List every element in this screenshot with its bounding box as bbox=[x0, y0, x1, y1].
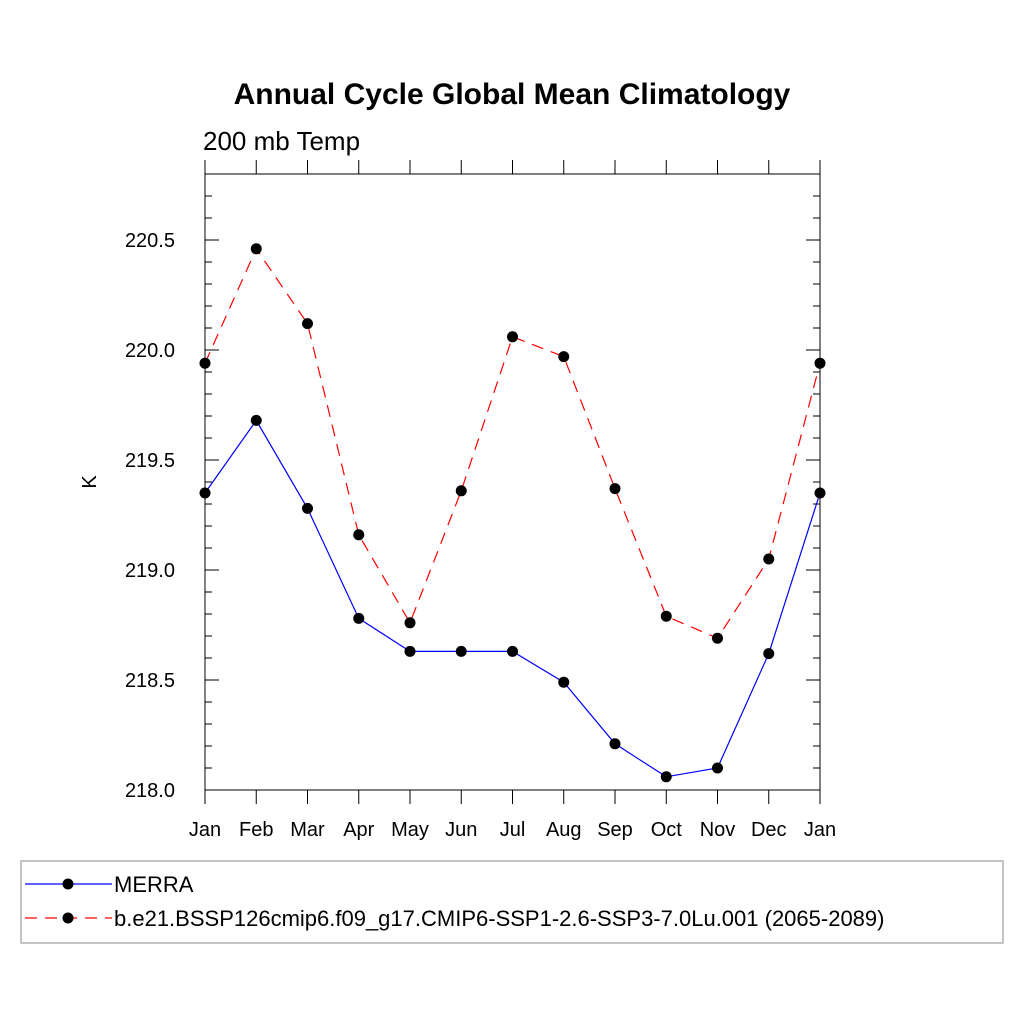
data-point bbox=[814, 357, 826, 369]
series-layer bbox=[199, 243, 826, 783]
data-point bbox=[455, 645, 467, 657]
y-tick-label: 220.5 bbox=[125, 230, 175, 252]
data-point bbox=[250, 243, 262, 255]
data-point bbox=[507, 645, 518, 657]
x-tick-label: Nov bbox=[700, 819, 736, 841]
y-tick-label: 218.0 bbox=[125, 780, 175, 802]
x-tick-label: Jul bbox=[500, 819, 526, 841]
data-point bbox=[660, 771, 672, 783]
chart-title: Annual Cycle Global Mean Climatology bbox=[234, 78, 791, 111]
x-tick-label: Jan bbox=[804, 819, 836, 841]
x-tick-label: Oct bbox=[651, 819, 683, 841]
x-tick-label: Dec bbox=[751, 819, 787, 841]
y-tick-label: 220.0 bbox=[125, 340, 175, 362]
data-point bbox=[353, 529, 365, 541]
x-tick-label: Aug bbox=[546, 819, 582, 841]
data-point bbox=[353, 612, 365, 624]
legend-box bbox=[20, 860, 1004, 944]
x-tick-label: Mar bbox=[290, 819, 325, 841]
x-tick-label: Jun bbox=[445, 819, 477, 841]
y-tick-label: 219.5 bbox=[125, 450, 175, 472]
data-point bbox=[558, 676, 570, 688]
series-line bbox=[204, 419, 821, 778]
data-point bbox=[199, 487, 211, 499]
y-axis-label: K bbox=[79, 475, 101, 489]
data-point bbox=[302, 318, 313, 330]
data-point bbox=[763, 553, 775, 565]
axes: 218.0 218.5 219.0 219.5 220.0 220.5 Jan Feb Mar A… bbox=[125, 160, 836, 841]
data-point bbox=[712, 632, 723, 644]
data-point bbox=[302, 502, 313, 514]
data-point bbox=[609, 483, 621, 495]
data-point bbox=[199, 357, 211, 369]
series-line bbox=[204, 247, 821, 639]
data-point bbox=[814, 487, 826, 499]
data-point bbox=[455, 485, 467, 497]
x-tick-label: Jan bbox=[189, 819, 221, 841]
y-tick-label: 219.0 bbox=[125, 560, 175, 582]
legend-label: MERRA bbox=[114, 872, 194, 897]
legend-marker bbox=[62, 912, 74, 924]
plot-frame bbox=[204, 173, 821, 791]
data-point bbox=[404, 617, 416, 629]
data-point bbox=[250, 414, 262, 426]
data-point bbox=[763, 648, 775, 660]
data-point bbox=[609, 738, 621, 750]
data-point bbox=[660, 610, 672, 622]
data-point bbox=[712, 762, 723, 774]
series-merra bbox=[199, 414, 826, 783]
chart-subtitle: 200 mb Temp bbox=[203, 126, 360, 156]
legend-label: b.e21.BSSP126cmip6.f09_g17.CMIP6-SSP1-2.… bbox=[114, 906, 884, 931]
x-tick-label: May bbox=[391, 819, 429, 841]
x-tick-label: Sep bbox=[597, 819, 633, 841]
x-tick-label: Apr bbox=[343, 819, 374, 841]
legend: MERRA b.e21.BSSP126cmip6.f09_g17.CMIP6-SS… bbox=[20, 860, 1004, 944]
series-model bbox=[199, 243, 826, 644]
legend-marker bbox=[62, 878, 74, 890]
data-point bbox=[558, 351, 570, 363]
x-tick-label: Feb bbox=[239, 819, 273, 841]
y-tick-label: 218.5 bbox=[125, 670, 175, 692]
data-point bbox=[507, 331, 518, 343]
data-point bbox=[404, 645, 416, 657]
